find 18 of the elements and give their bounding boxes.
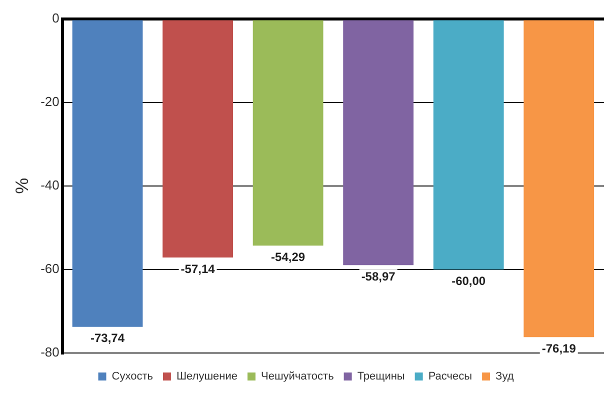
y-tick-label: -40	[40, 177, 60, 192]
y-tick-label: -80	[40, 344, 60, 360]
data-label: -76,19	[542, 341, 576, 356]
data-label: -54,29	[271, 250, 306, 264]
data-label: -73,74	[90, 331, 125, 346]
data-label: -58,97	[361, 269, 396, 284]
data-label: -60,00	[452, 274, 486, 288]
legend-label: Трещины	[357, 370, 405, 383]
y-tick-label: -60	[40, 261, 60, 276]
data-label: -57,14	[180, 262, 216, 276]
y-axis-title: %	[12, 178, 32, 194]
legend-label: Шелушение	[176, 370, 238, 383]
legend-label: Чешуйчатость	[260, 370, 334, 383]
y-tick-label: -20	[40, 94, 60, 109]
legend-label: Зуд	[496, 370, 514, 383]
y-tick-label: 0	[52, 10, 60, 26]
legend-label: Сухость	[112, 370, 154, 383]
legend-label: Расчесы	[428, 370, 472, 383]
